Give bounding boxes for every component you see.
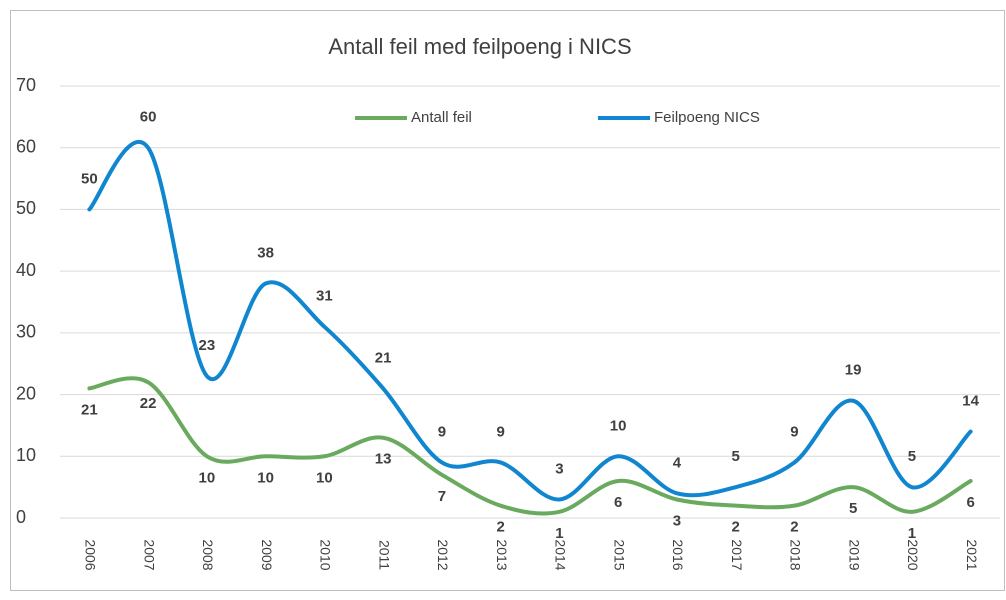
data-label: 50 xyxy=(81,170,98,187)
data-label: 3 xyxy=(673,512,681,529)
x-tick-label: 2012 xyxy=(435,539,451,570)
data-label: 5 xyxy=(731,448,739,465)
data-label: 9 xyxy=(790,423,798,440)
data-label: 7 xyxy=(438,488,446,505)
data-label: 3 xyxy=(555,460,563,477)
data-label: 1 xyxy=(555,525,563,542)
legend-label: Antall feil xyxy=(411,109,472,126)
data-label: 22 xyxy=(140,395,157,412)
x-tick-label: 2014 xyxy=(553,539,569,570)
y-tick-label: 0 xyxy=(16,507,26,527)
line-series xyxy=(87,139,973,502)
data-label: 5 xyxy=(908,448,916,465)
data-label: 23 xyxy=(199,337,216,354)
chart-title: Antall feil med feilpoeng i NICS xyxy=(328,34,631,59)
y-tick-label: 10 xyxy=(16,445,36,465)
y-tick-label: 40 xyxy=(16,260,36,280)
data-label: 10 xyxy=(316,469,333,486)
x-tick-label: 2015 xyxy=(611,539,627,570)
data-label: 21 xyxy=(375,349,392,366)
data-label: 2 xyxy=(790,519,798,536)
data-label: 10 xyxy=(610,417,627,434)
data-label: 60 xyxy=(140,109,157,126)
line-series xyxy=(87,376,973,516)
data-label: 10 xyxy=(199,469,216,486)
x-tick-label: 2011 xyxy=(376,540,392,570)
x-tick-label: 2013 xyxy=(494,539,510,570)
x-tick-label: 2021 xyxy=(964,539,980,570)
x-tick-label: 2009 xyxy=(259,539,275,570)
x-tick-label: 2017 xyxy=(729,539,745,570)
data-label: 13 xyxy=(375,451,392,468)
data-label: 19 xyxy=(845,362,862,379)
data-label: 6 xyxy=(966,494,974,511)
y-tick-label: 30 xyxy=(16,322,36,342)
data-label: 31 xyxy=(316,288,333,305)
x-tick-label: 2007 xyxy=(141,539,157,570)
y-tick-label: 70 xyxy=(16,75,36,95)
x-tick-label: 2020 xyxy=(905,539,921,570)
x-tick-label: 2006 xyxy=(83,539,99,570)
data-label: 9 xyxy=(438,423,446,440)
x-tick-label: 2018 xyxy=(788,539,804,570)
legend-label: Feilpoeng NICS xyxy=(654,109,760,126)
data-label: 1 xyxy=(908,525,916,542)
x-tick-label: 2019 xyxy=(846,539,862,570)
x-tick-label: 2016 xyxy=(670,539,686,570)
data-label: 6 xyxy=(614,494,622,511)
data-label: 38 xyxy=(257,244,274,261)
y-tick-label: 50 xyxy=(16,198,36,218)
data-label: 21 xyxy=(81,401,98,418)
data-label: 9 xyxy=(496,423,504,440)
y-tick-label: 60 xyxy=(16,136,36,156)
data-label: 2 xyxy=(731,519,739,536)
x-tick-label: 2010 xyxy=(318,539,334,570)
data-label: 5 xyxy=(849,500,857,517)
data-label: 2 xyxy=(496,519,504,536)
data-label: 4 xyxy=(673,454,682,471)
data-label: 10 xyxy=(257,469,274,486)
chart-border xyxy=(10,10,1005,591)
data-label: 14 xyxy=(962,393,979,410)
y-tick-label: 20 xyxy=(16,383,36,403)
x-tick-label: 2008 xyxy=(200,539,216,570)
